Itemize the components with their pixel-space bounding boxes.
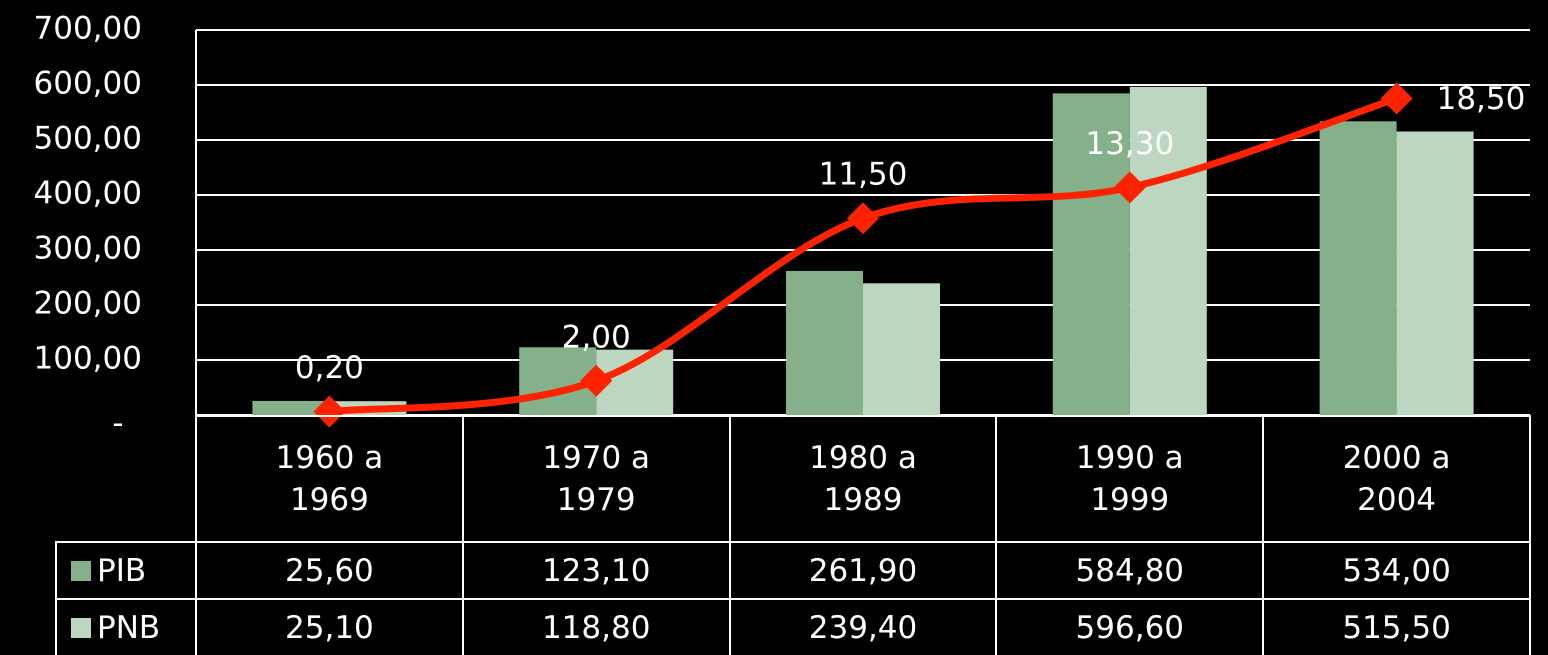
legend-label: PNB — [97, 609, 161, 646]
legend-entry: PNB — [55, 598, 197, 655]
category-label: 1990 a 1999 — [995, 415, 1265, 543]
data-label: 0,20 — [295, 350, 364, 386]
data-label: 2,00 — [562, 319, 631, 355]
bar — [1396, 131, 1474, 415]
bar — [252, 400, 330, 415]
table-cell: 584,80 — [995, 541, 1265, 600]
table-cell: 596,60 — [995, 598, 1265, 655]
table-cell: 25,60 — [195, 541, 464, 600]
y-tick-label: 300,00 — [34, 231, 142, 267]
data-label: 13,30 — [1085, 126, 1174, 162]
table-cell: 261,90 — [728, 541, 998, 600]
table-cell: 534,00 — [1262, 541, 1531, 600]
category-label: 1970 a 1979 — [461, 415, 731, 543]
y-tick-label: 200,00 — [34, 286, 142, 322]
legend-label: PIB — [97, 552, 147, 589]
data-label: 18,50 — [1437, 81, 1526, 117]
table-cell: 118,80 — [461, 598, 731, 655]
bar — [786, 270, 863, 415]
table-cell: 123,10 — [461, 541, 731, 600]
marker — [847, 202, 879, 235]
table-cell: 25,10 — [195, 598, 464, 655]
marker — [1113, 171, 1146, 204]
y-tick-label: - — [112, 406, 123, 442]
legend-swatch — [71, 617, 91, 638]
legend-swatch — [71, 560, 91, 581]
y-tick-label: 100,00 — [34, 341, 142, 377]
category-label: 2000 a 2004 — [1262, 415, 1531, 543]
marker — [1380, 82, 1413, 115]
bar — [1319, 121, 1397, 416]
table-cell: 239,40 — [728, 598, 998, 655]
legend-entry: PIB — [55, 541, 197, 600]
marker — [313, 395, 346, 428]
y-tick-label: 400,00 — [34, 176, 142, 212]
data-label: 11,50 — [819, 157, 908, 193]
table-cell: 515,50 — [1262, 598, 1531, 655]
bar — [1052, 93, 1130, 416]
bar — [1129, 86, 1207, 416]
marker — [580, 364, 613, 397]
bar — [863, 283, 940, 415]
category-label: 1980 a 1989 — [728, 415, 998, 543]
y-tick-label: 500,00 — [34, 121, 142, 157]
category-label: 1960 a 1969 — [195, 415, 464, 543]
y-tick-label: 600,00 — [34, 66, 142, 102]
y-tick-label: 700,00 — [34, 11, 142, 47]
